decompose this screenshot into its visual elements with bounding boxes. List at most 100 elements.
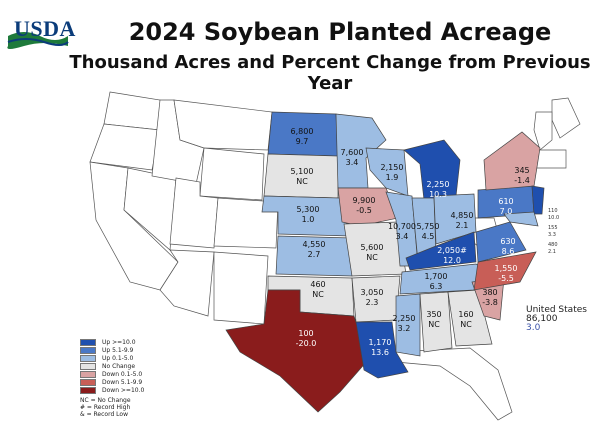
legend-label: Up >=10.0 — [102, 338, 136, 346]
label-ks-change: 2.7 — [308, 250, 321, 259]
state-ny — [483, 131, 541, 191]
state-ky — [405, 231, 477, 271]
map-legend: Up >=10.0 Up 5.1-9.9 Up 0.1-5.0 No Chang… — [80, 338, 144, 418]
label-sd-acres: 5,100 — [291, 167, 314, 176]
us-total-change: 3.0 — [526, 323, 541, 333]
state-sd — [263, 153, 339, 199]
state-mt — [173, 99, 273, 151]
label-nj-change: 10.0 — [548, 215, 559, 221]
label-ar-change: 2.3 — [366, 298, 379, 307]
legend-swatch — [80, 338, 96, 346]
state-nc — [473, 251, 537, 291]
label-de-change: 3.3 — [548, 232, 556, 238]
legend-item: Up 0.1-5.0 — [80, 354, 144, 362]
label-md-change: 2.1 — [548, 249, 556, 255]
label-ia-acres: 9,900 — [353, 196, 376, 205]
label-ky-change: 12.0 — [443, 256, 461, 265]
legend-item: Down >=10.0 — [80, 386, 144, 394]
label-pa-acres: 610 — [498, 197, 513, 206]
label-la-change: 13.6 — [371, 348, 389, 357]
state-nj — [531, 185, 545, 215]
reported-states — [225, 111, 545, 413]
label-sc-acres: 380 — [482, 288, 497, 297]
us-total-acres: 86,100 — [526, 314, 558, 324]
legend-label: No Change — [102, 362, 136, 370]
us-total-label: United States — [526, 305, 587, 315]
legend-item: Down 5.1-9.9 — [80, 378, 144, 386]
label-tx-change: -20.0 — [296, 339, 317, 348]
legend-swatch — [80, 354, 96, 362]
state-fl — [395, 347, 513, 421]
usda-logo: USDA — [4, 6, 75, 52]
label-mn-change: 3.4 — [346, 158, 359, 167]
state-wi — [365, 147, 409, 197]
state-ia — [337, 187, 399, 227]
state-or — [89, 123, 161, 171]
state-labels: 6,800 9.7 7,600 3.4 5,100 NC 2,150 1.9 2… — [291, 127, 530, 357]
state-vt-nh — [533, 111, 553, 151]
label-ny-change: -1.4 — [514, 176, 530, 185]
label-ga-change: NC — [460, 320, 472, 329]
legend-item: Down 0.1-5.0 — [80, 370, 144, 378]
label-mo-change: NC — [366, 253, 378, 262]
state-nm — [213, 251, 269, 325]
label-nd-acres: 6,800 — [291, 127, 314, 136]
label-de-acres: 155 — [548, 225, 558, 231]
label-la-acres: 1,170 — [369, 338, 392, 347]
label-ga-acres: 160 — [458, 310, 473, 319]
label-al-change: NC — [428, 320, 440, 329]
page-subtitle: Thousand Acres and Percent Change from P… — [69, 52, 591, 94]
usda-logo-text: USDA — [14, 16, 76, 41]
label-oh-change: 2.1 — [456, 221, 469, 230]
label-mo-acres: 5,600 — [361, 243, 384, 252]
label-ok-acres: 460 — [310, 280, 325, 289]
label-ar-acres: 3,050 — [361, 288, 384, 297]
state-md-de — [503, 211, 539, 227]
label-sc-change: -3.8 — [482, 298, 498, 307]
label-nd-change: 9.7 — [296, 137, 309, 146]
state-tx — [225, 289, 369, 413]
us-total: United States 86,100 3.0 — [526, 306, 587, 333]
label-il-acres: 10,700 — [388, 222, 416, 231]
label-ms-acres: 2,250 — [393, 314, 416, 323]
legend-label: Down 5.1-9.9 — [102, 378, 143, 386]
legend-swatch — [80, 362, 96, 370]
label-ks-acres: 4,550 — [303, 240, 326, 249]
legend-swatch — [80, 386, 96, 394]
legend-item: No Change — [80, 362, 144, 370]
legend-swatch — [80, 378, 96, 386]
label-in-change: 4.5 — [422, 232, 435, 241]
label-tn-acres: 1,700 — [425, 272, 448, 281]
legend-label: Up 0.1-5.0 — [102, 354, 134, 362]
label-sd-change: NC — [296, 177, 308, 186]
label-md-acres: 480 — [548, 242, 558, 248]
northeast-labels: 110 10.0 155 3.3 480 2.1 — [548, 208, 559, 255]
label-nj-acres: 110 — [548, 208, 558, 214]
label-va-acres: 630 — [500, 237, 515, 246]
legend-label: Up 5.1-9.9 — [102, 346, 134, 354]
label-al-acres: 350 — [426, 310, 441, 319]
state-ms — [395, 293, 421, 357]
label-il-change: 3.4 — [396, 232, 409, 241]
label-ne-acres: 5,300 — [297, 205, 320, 214]
legend-label: Down >=10.0 — [102, 386, 145, 394]
legend-item: Up 5.1-9.9 — [80, 346, 144, 354]
legend-swatch — [80, 370, 96, 378]
page-title: 2024 Soybean Planted Acreage — [128, 18, 552, 46]
label-tn-change: 6.3 — [430, 282, 443, 291]
label-nc-change: -5.5 — [498, 274, 514, 283]
state-me — [551, 97, 581, 139]
state-wy — [199, 147, 265, 201]
label-ne-change: 1.0 — [302, 215, 315, 224]
label-ok-change: NC — [312, 290, 324, 299]
label-ms-change: 3.2 — [398, 324, 411, 333]
legend-swatch — [80, 346, 96, 354]
header: USDA 2024 Soybean Planted Acreage Thousa… — [0, 0, 600, 94]
label-wi-acres: 2,150 — [381, 163, 404, 172]
label-nc-acres: 1,550 — [495, 264, 518, 273]
state-la — [355, 321, 409, 379]
label-in-acres: 5,750 — [417, 222, 440, 231]
legend-note: # = Record High — [80, 404, 131, 411]
legend-note: & = Record Low — [80, 411, 128, 418]
